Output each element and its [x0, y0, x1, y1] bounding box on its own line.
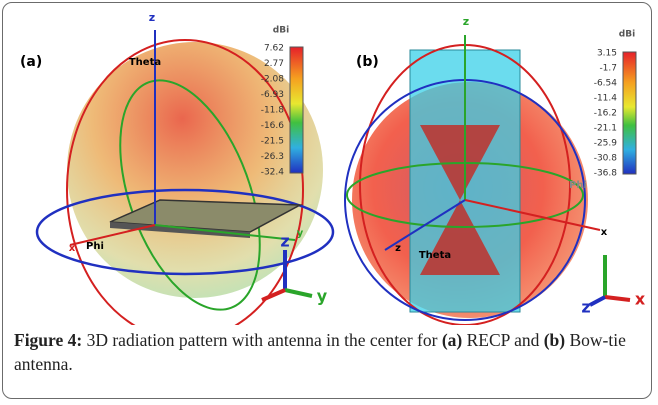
panel-label: (b): [356, 54, 379, 70]
axis-label: z: [149, 11, 155, 24]
colorbar-tick-label: -25.9: [594, 139, 618, 149]
caption-label: Figure 4:: [14, 330, 82, 350]
figure-images: (a) dBi 7.62 2.77 -2.08 -6.93 -11.8 -16.6 -21.5 -…: [0, 0, 658, 325]
colorbar: [290, 47, 303, 173]
colorbar-unit: dBi: [273, 26, 289, 36]
colorbar-unit: dBi: [619, 30, 635, 40]
axis-label: y: [297, 228, 304, 239]
colorbar-tick-label: -11.8: [261, 106, 285, 116]
axis-label: z: [581, 298, 590, 317]
axis-label: y: [317, 287, 328, 306]
colorbar-tick-label: -16.2: [594, 109, 617, 119]
triad-z: [590, 297, 605, 305]
figure-caption: Figure 4: 3D radiation pattern with ante…: [14, 328, 644, 376]
colorbar-tick-label: -21.1: [594, 124, 617, 134]
axis-label: Theta: [419, 250, 451, 261]
colorbar-tick-label: -2.08: [261, 75, 285, 85]
page: {"figure": { "panels": [ {"label": "(a)"…: [0, 0, 658, 405]
axis-label: Theta: [129, 57, 161, 68]
caption-panel-ref: (b): [544, 330, 565, 350]
colorbar-tick-label: -16.6: [261, 121, 285, 131]
caption-text: RECP and: [462, 330, 544, 350]
colorbar-tick-label: 3.15: [597, 49, 617, 59]
colorbar-tick-label: 7.62: [264, 44, 284, 54]
colorbar-tick-label: -36.8: [594, 169, 618, 179]
colorbar: [623, 52, 636, 174]
colorbar-tick-label: 2.77: [264, 59, 284, 69]
axis-label: z: [463, 15, 469, 28]
caption-text: 3D radiation pattern with antenna in the…: [82, 330, 442, 350]
axis-label: z: [280, 232, 289, 251]
triad-y: [285, 290, 312, 296]
colorbar-tick-label: -6.54: [594, 79, 618, 89]
axis-label: z: [395, 243, 401, 254]
axis-label: Phi: [569, 180, 587, 191]
colorbar-tick-label: -21.5: [261, 137, 284, 147]
colorbar-tick-label: -1.7: [599, 64, 617, 74]
axis-label: x: [69, 243, 76, 254]
colorbar-tick-label: -6.93: [261, 90, 284, 100]
axis-label: x: [635, 290, 646, 309]
triad-x: [262, 290, 285, 300]
caption-panel-ref: (a): [442, 330, 462, 350]
panel-b: [345, 35, 636, 325]
colorbar-tick-label: -30.8: [594, 154, 618, 164]
panel-a: [37, 30, 333, 325]
colorbar-tick-label: -26.3: [261, 152, 284, 162]
colorbar-tick-label: -11.4: [594, 94, 618, 104]
panel-label: (a): [20, 54, 42, 70]
colorbar-tick-label: -32.4: [261, 168, 285, 178]
axis-label: Phi: [86, 241, 104, 252]
triad-x: [605, 297, 630, 300]
axis-label: x: [601, 227, 608, 238]
